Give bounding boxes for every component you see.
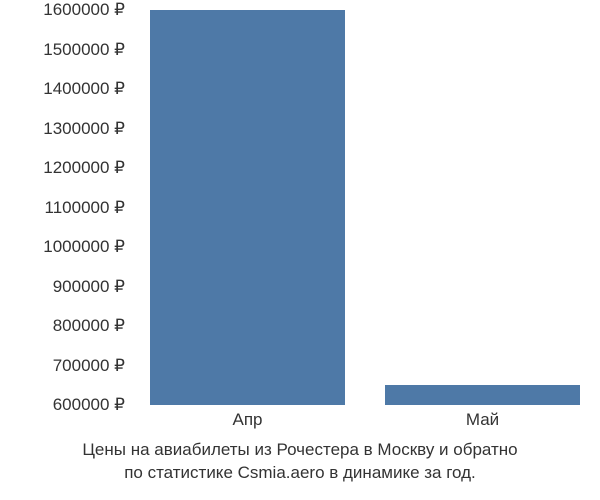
y-tick-label: 1200000 ₽ <box>43 158 125 178</box>
plot-area <box>130 10 600 405</box>
y-tick-label: 700000 ₽ <box>53 356 125 376</box>
y-tick-label: 1400000 ₽ <box>43 79 125 99</box>
price-chart: 600000 ₽ 700000 ₽ 800000 ₽ 900000 ₽ 1000000 … <box>0 10 600 430</box>
y-tick-label: 1300000 ₽ <box>43 119 125 139</box>
y-tick-label: 600000 ₽ <box>53 395 125 415</box>
caption-line-2: по статистике Csmia.aero в динамике за г… <box>124 463 476 482</box>
bar <box>385 385 580 405</box>
x-tick-label: Апр <box>233 410 263 430</box>
y-tick-label: 1600000 ₽ <box>43 0 125 20</box>
y-tick-label: 1100000 ₽ <box>45 198 125 218</box>
y-tick-label: 1500000 ₽ <box>43 40 125 60</box>
chart-caption: Цены на авиабилеты из Рочестера в Москву… <box>0 439 600 485</box>
y-axis: 600000 ₽700000 ₽800000 ₽900000 ₽1000000 … <box>0 10 130 405</box>
x-tick-label: Май <box>466 410 499 430</box>
caption-line-1: Цены на авиабилеты из Рочестера в Москву… <box>82 440 517 459</box>
x-axis: Апр Май <box>130 410 600 435</box>
y-tick-label: 800000 ₽ <box>53 316 125 336</box>
bar <box>150 10 345 405</box>
y-tick-label: 900000 ₽ <box>53 277 125 297</box>
y-tick-label: 1000000 ₽ <box>43 237 125 257</box>
